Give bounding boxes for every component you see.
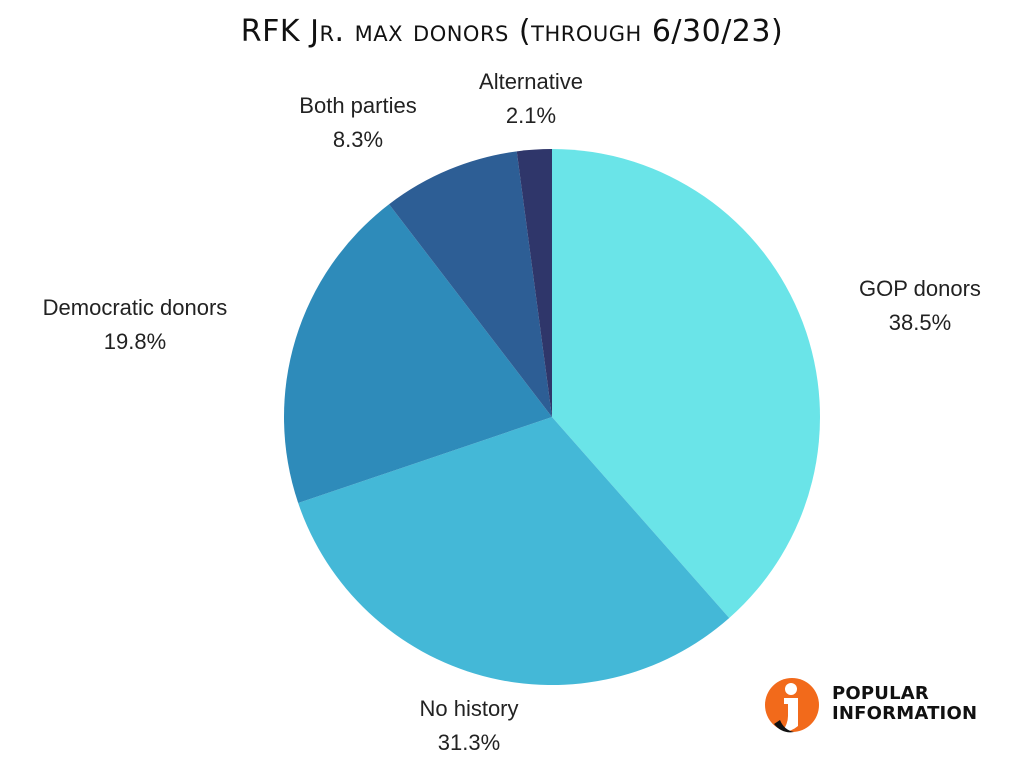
logo-line-1: POPULAR — [832, 683, 929, 704]
pie-slice-both-parties — [389, 151, 552, 417]
logo-icon — [765, 678, 819, 733]
logo-wordmark: POPULAR INFORMATION — [832, 684, 977, 724]
pie-slice-alternative — [516, 149, 552, 417]
pie-slice-gop-donors — [552, 149, 820, 619]
chart-title: RFK Jr. max donors (through 6/30/23) — [240, 14, 784, 49]
slice-value-label: 31.3% — [438, 730, 500, 755]
slice-value-label: 19.8% — [104, 329, 166, 354]
slice-label: Democratic donors — [43, 295, 228, 320]
slice-label: GOP donors — [859, 276, 981, 301]
slice-label: No history — [419, 696, 518, 721]
slice-label: Both parties — [299, 93, 416, 118]
slice-value-label: 38.5% — [889, 310, 951, 335]
slice-label: Alternative — [479, 69, 583, 94]
logo-line-2: INFORMATION — [832, 703, 978, 724]
pie-slice-no-history — [298, 417, 730, 686]
slice-value-label: 2.1% — [506, 103, 556, 128]
popular-information-logo: POPULAR INFORMATION — [764, 676, 994, 736]
slice-value-label: 8.3% — [333, 127, 383, 152]
pie-slice-democratic-donors — [284, 204, 552, 504]
